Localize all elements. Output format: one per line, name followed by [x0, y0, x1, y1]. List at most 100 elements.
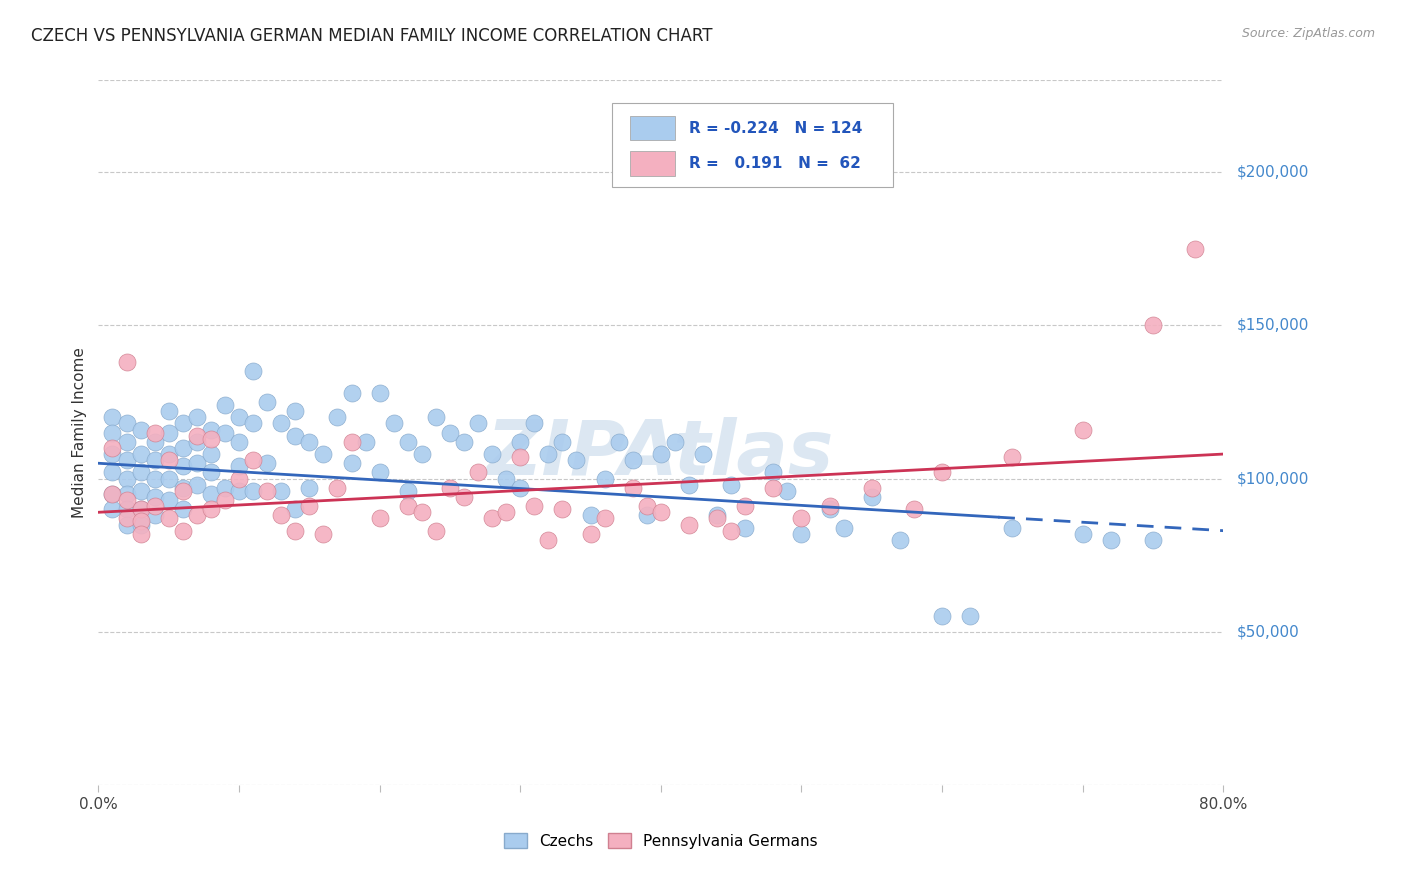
Point: [186, 456, 208, 470]
Point: [706, 511, 728, 525]
Point: [931, 609, 953, 624]
Point: [101, 487, 124, 501]
Point: [101, 425, 124, 440]
Point: [1142, 318, 1164, 333]
Point: [621, 453, 644, 467]
Point: [565, 453, 588, 467]
Point: [678, 477, 700, 491]
Point: [115, 417, 138, 431]
Point: [284, 524, 307, 538]
Point: [200, 423, 222, 437]
Point: [411, 505, 433, 519]
Point: [720, 477, 742, 491]
Point: [284, 428, 307, 442]
Point: [101, 447, 124, 461]
Point: [270, 483, 292, 498]
Point: [495, 472, 517, 486]
Point: [115, 355, 138, 369]
Text: $50,000: $50,000: [1237, 624, 1301, 640]
Point: [101, 502, 124, 516]
Point: [734, 499, 756, 513]
Point: [312, 526, 335, 541]
Point: [706, 508, 728, 523]
Point: [270, 417, 292, 431]
Point: [790, 511, 813, 525]
Point: [340, 385, 363, 400]
Point: [129, 447, 152, 461]
Point: [776, 483, 799, 498]
Point: [172, 483, 194, 498]
Point: [607, 434, 630, 449]
Point: [593, 472, 616, 486]
Point: [143, 490, 166, 504]
Point: [509, 481, 531, 495]
Point: [636, 508, 658, 523]
Point: [242, 364, 264, 378]
Point: [129, 502, 152, 516]
Legend: Czechs, Pennsylvania Germans: Czechs, Pennsylvania Germans: [498, 827, 824, 855]
Point: [551, 434, 574, 449]
Point: [467, 417, 489, 431]
Point: [186, 508, 208, 523]
Point: [200, 487, 222, 501]
Point: [256, 483, 278, 498]
Point: [115, 434, 138, 449]
Point: [129, 526, 152, 541]
Point: [396, 499, 419, 513]
Text: CZECH VS PENNSYLVANIA GERMAN MEDIAN FAMILY INCOME CORRELATION CHART: CZECH VS PENNSYLVANIA GERMAN MEDIAN FAMI…: [31, 27, 713, 45]
Point: [101, 441, 124, 455]
Point: [115, 487, 138, 501]
Point: [692, 447, 714, 461]
Point: [200, 447, 222, 461]
Point: [115, 517, 138, 532]
Point: [720, 524, 742, 538]
Point: [115, 472, 138, 486]
Point: [172, 459, 194, 474]
Point: [214, 493, 236, 508]
Text: $200,000: $200,000: [1237, 165, 1309, 179]
Point: [143, 508, 166, 523]
Point: [115, 453, 138, 467]
Text: ZIPAtlas: ZIPAtlas: [486, 417, 835, 491]
Point: [129, 466, 152, 480]
Point: [959, 609, 981, 624]
Point: [368, 385, 391, 400]
Point: [439, 425, 461, 440]
Point: [186, 428, 208, 442]
Point: [509, 434, 531, 449]
Point: [537, 533, 560, 547]
Point: [298, 434, 321, 449]
Point: [157, 453, 180, 467]
Point: [172, 441, 194, 455]
Point: [214, 398, 236, 412]
Point: [284, 502, 307, 516]
Point: [368, 511, 391, 525]
Point: [396, 434, 419, 449]
Point: [481, 447, 503, 461]
Point: [860, 490, 883, 504]
Point: [143, 499, 166, 513]
Point: [172, 481, 194, 495]
Point: [860, 481, 883, 495]
Text: $100,000: $100,000: [1237, 471, 1309, 486]
Point: [242, 417, 264, 431]
Point: [425, 410, 447, 425]
Point: [115, 502, 138, 516]
Point: [1001, 520, 1024, 534]
Point: [818, 499, 841, 513]
Point: [256, 395, 278, 409]
Point: [186, 410, 208, 425]
Point: [425, 524, 447, 538]
Point: [172, 502, 194, 516]
Point: [129, 423, 152, 437]
Point: [143, 425, 166, 440]
Point: [172, 417, 194, 431]
Point: [889, 533, 911, 547]
Point: [200, 502, 222, 516]
Point: [172, 524, 194, 538]
Point: [214, 425, 236, 440]
Point: [650, 505, 672, 519]
Point: [1184, 242, 1206, 256]
Point: [664, 434, 686, 449]
Point: [298, 499, 321, 513]
